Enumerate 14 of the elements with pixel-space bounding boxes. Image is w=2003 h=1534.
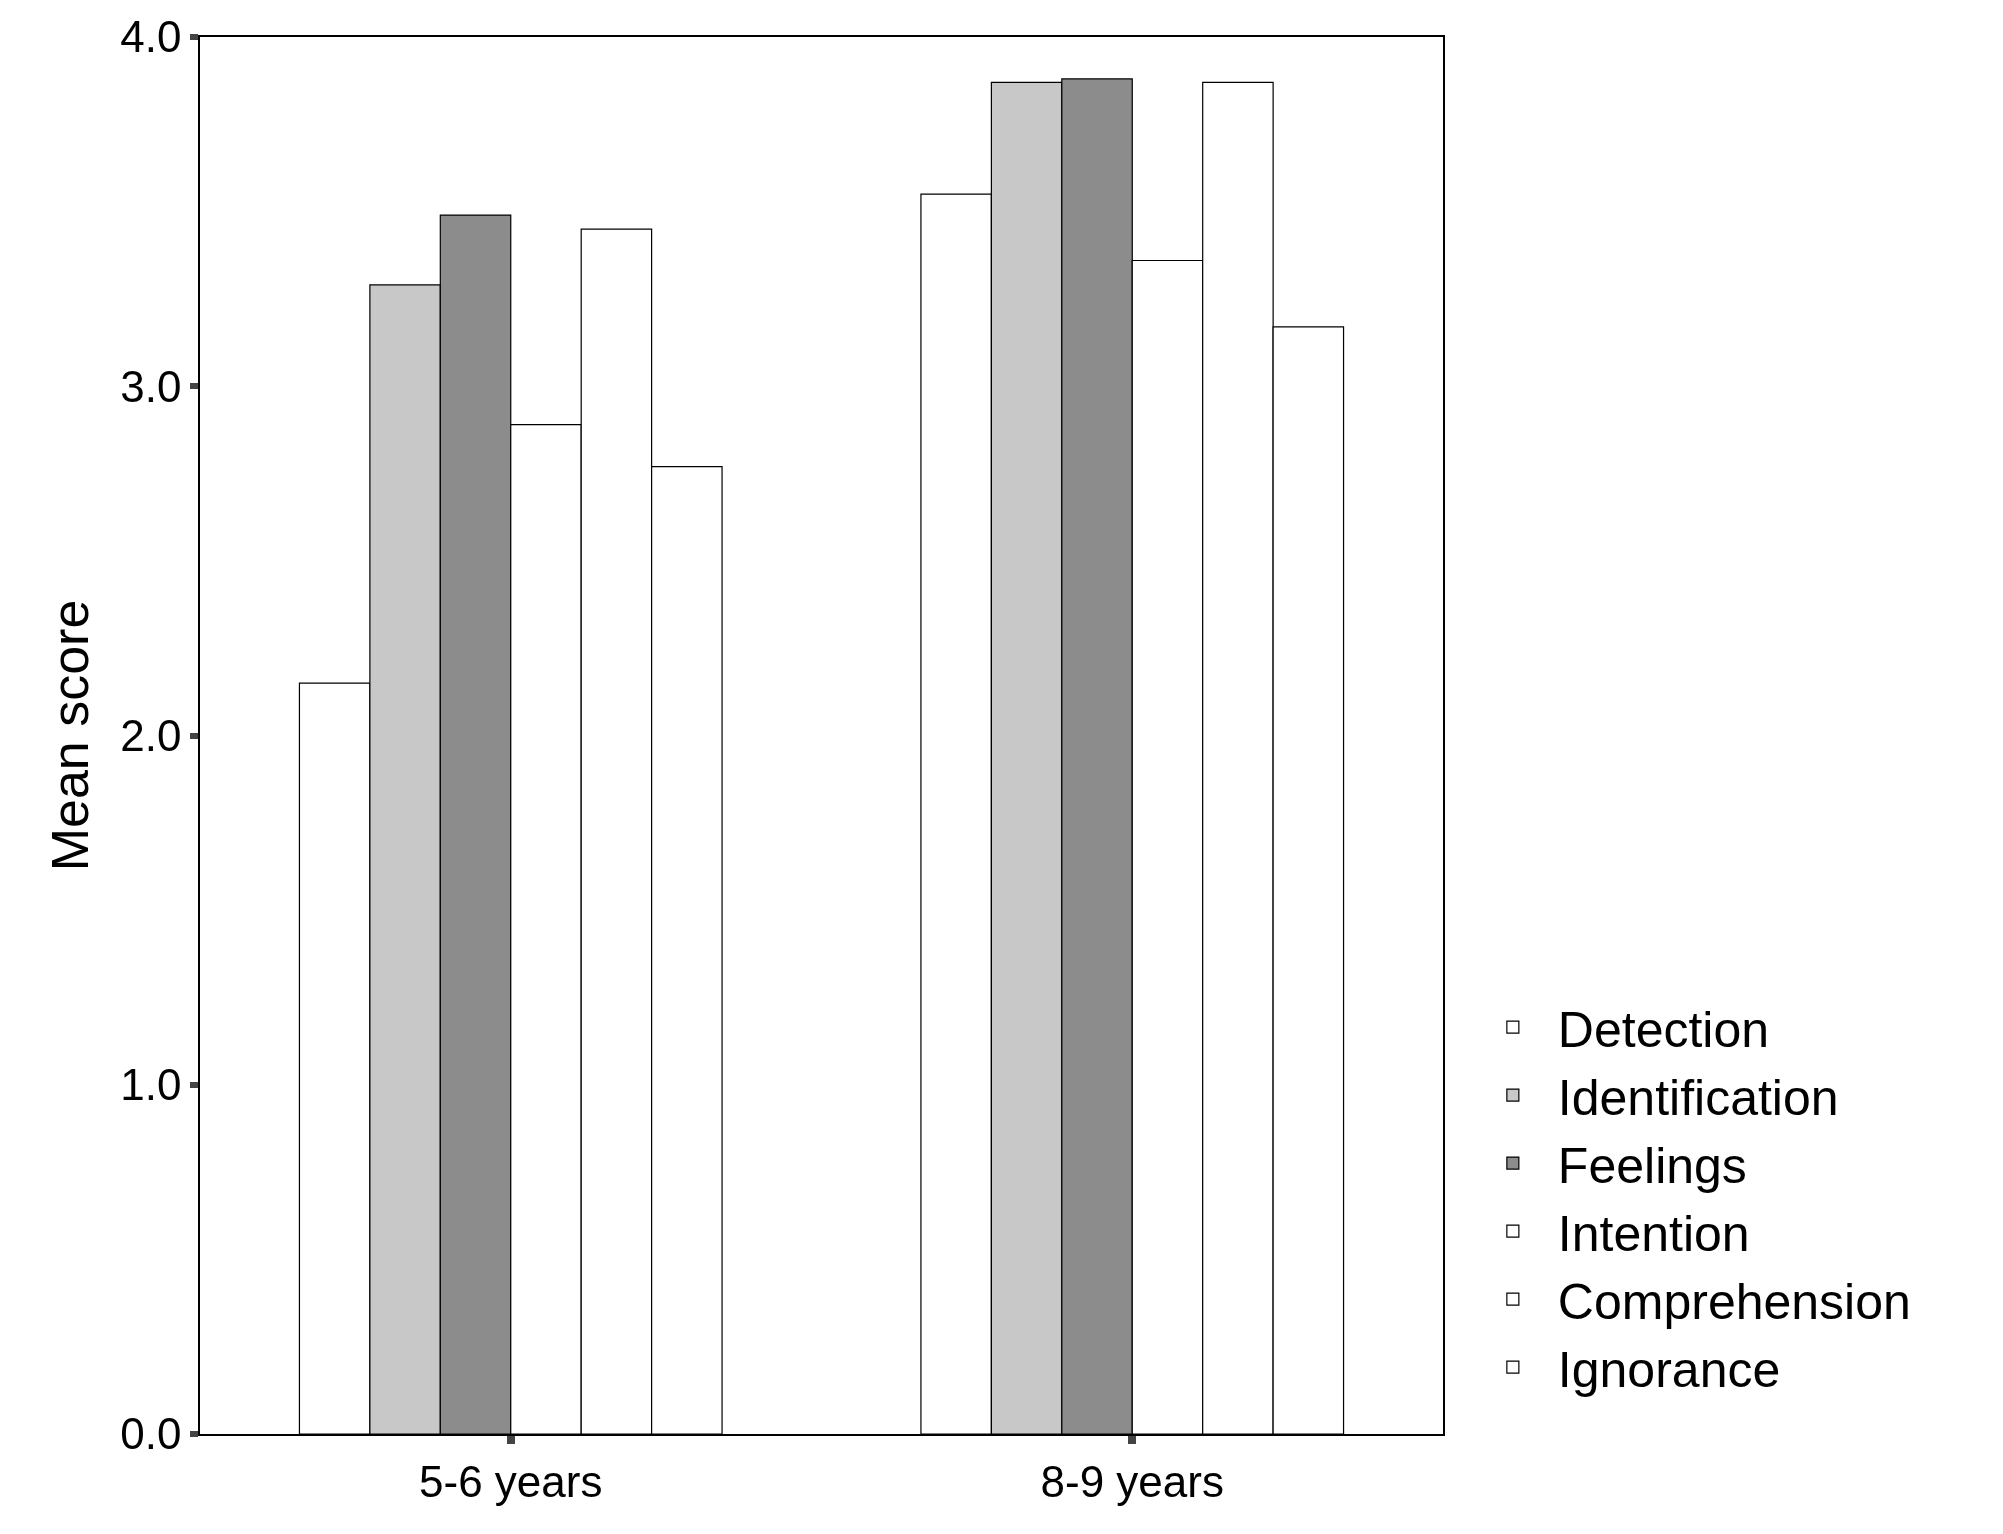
legend-label: Feelings xyxy=(1557,1137,1747,1194)
legend-label: Ignorance xyxy=(1557,1341,1781,1398)
legend-label: Intention xyxy=(1557,1205,1750,1262)
y-tick-label: 3.0 xyxy=(120,361,182,411)
legend-label: Comprehension xyxy=(1557,1273,1911,1330)
legend-label: Identification xyxy=(1557,1069,1839,1126)
x-tick-label: 5-6 years xyxy=(419,1456,603,1506)
y-tick-label: 1.0 xyxy=(120,1060,182,1110)
x-tick-label: 8-9 years xyxy=(1040,1456,1224,1506)
y-axis-title: Mean score xyxy=(41,599,100,872)
y-tick-label: 2.0 xyxy=(120,710,182,760)
y-tick-label: 0.0 xyxy=(120,1409,182,1459)
y-tick-label: 4.0 xyxy=(120,12,182,62)
legend-label: Detection xyxy=(1557,1001,1770,1058)
